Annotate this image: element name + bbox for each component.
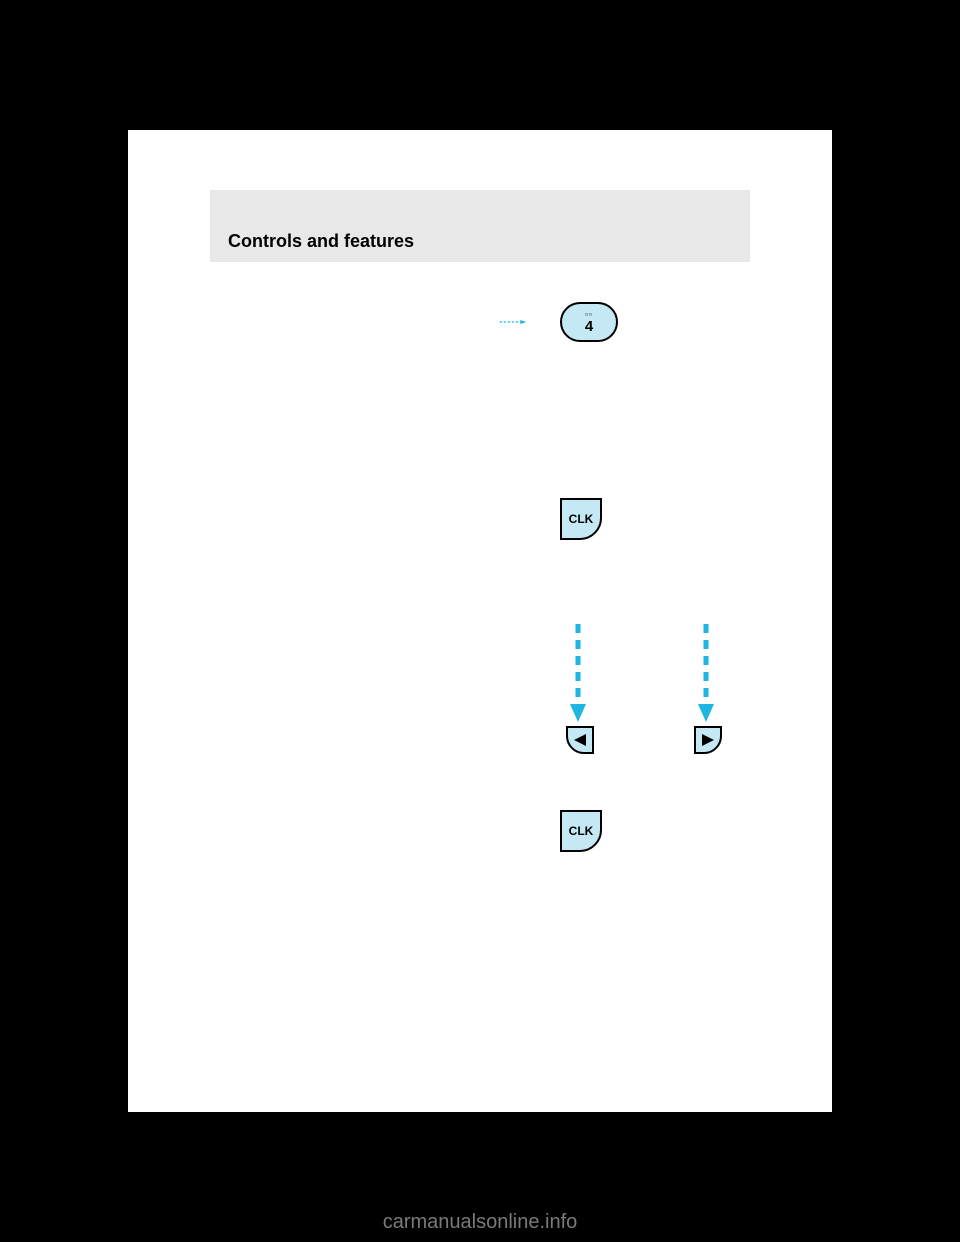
clk-button-lower: CLK bbox=[560, 810, 602, 852]
triangle-right-icon bbox=[702, 734, 714, 746]
manual-page: Controls and features ▫▫ 4 CLK CLK bbox=[128, 130, 832, 1112]
watermark-text: carmanualsonline.info bbox=[0, 1211, 960, 1234]
preset-button-4: ▫▫ 4 bbox=[560, 302, 618, 342]
arrow-to-button4 bbox=[478, 320, 548, 324]
clk-label: CLK bbox=[569, 512, 594, 526]
arrow-down-right bbox=[698, 624, 714, 722]
arrow-down-left bbox=[570, 624, 586, 722]
seek-right-button bbox=[694, 726, 722, 754]
seek-left-button bbox=[566, 726, 594, 754]
section-title: Controls and features bbox=[228, 231, 414, 252]
triangle-left-icon bbox=[574, 734, 586, 746]
section-header-bar: Controls and features bbox=[210, 190, 750, 262]
clk-button-upper: CLK bbox=[560, 498, 602, 540]
clk-label: CLK bbox=[569, 824, 594, 838]
preset-number: 4 bbox=[585, 319, 593, 334]
